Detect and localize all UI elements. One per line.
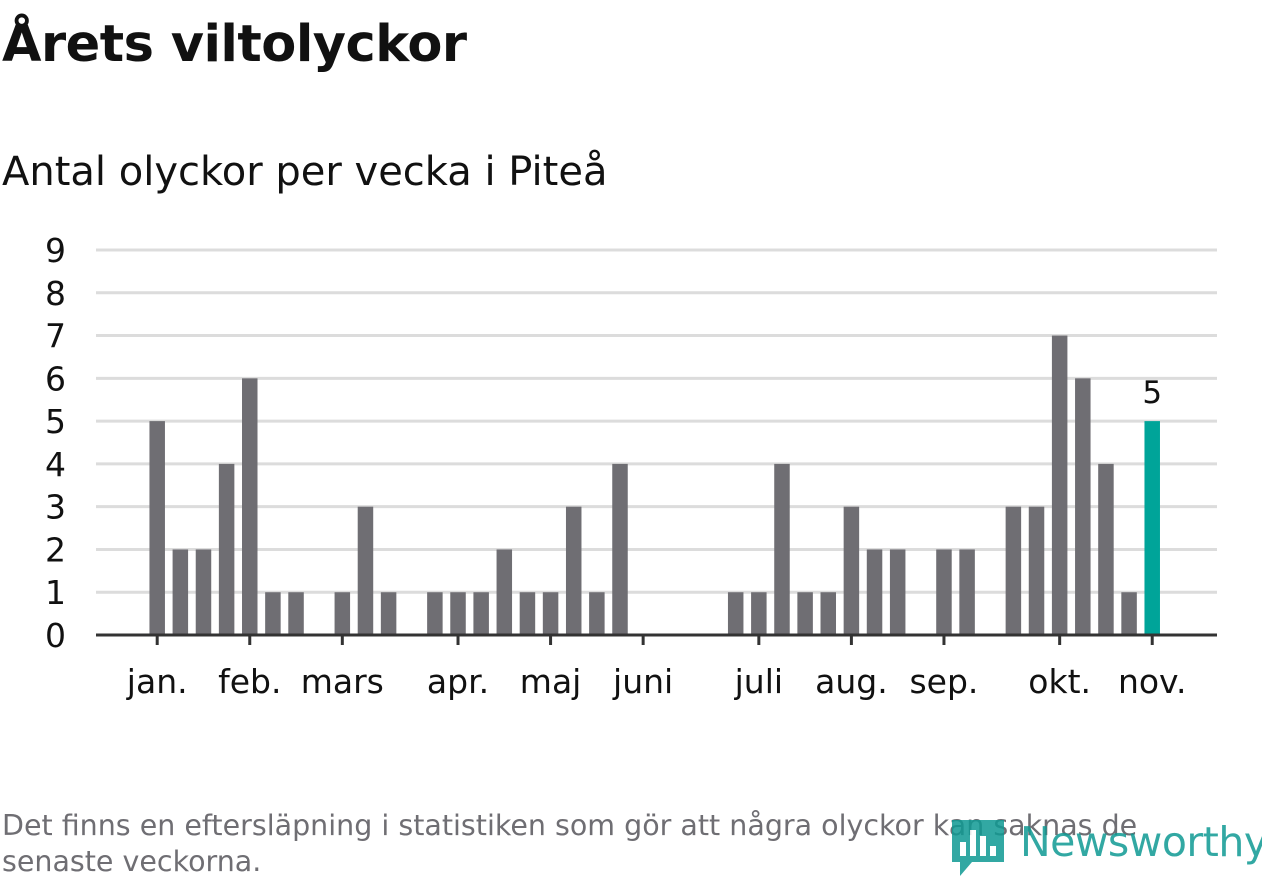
bar xyxy=(149,421,165,635)
bar xyxy=(843,506,860,635)
bar xyxy=(450,592,466,635)
bar xyxy=(727,592,744,635)
bar xyxy=(1051,335,1068,635)
bars xyxy=(149,335,1160,635)
bar xyxy=(195,549,212,635)
bar xyxy=(866,549,883,635)
bar xyxy=(1075,378,1091,635)
y-tick-label: 1 xyxy=(45,573,66,612)
y-tick-label: 8 xyxy=(45,274,66,313)
bar xyxy=(1028,506,1045,635)
bar-value-label: 5 xyxy=(1142,375,1162,411)
bar xyxy=(936,549,952,635)
bar xyxy=(473,592,489,635)
newsworthy-logo-icon xyxy=(952,820,1004,876)
bar xyxy=(357,506,374,635)
y-tick-label: 3 xyxy=(45,488,66,527)
bar xyxy=(820,592,837,635)
grid-lines xyxy=(96,248,1217,594)
y-tick-label: 0 xyxy=(45,616,66,655)
x-tick-label: sep. xyxy=(909,662,978,701)
bar xyxy=(242,378,258,635)
bar xyxy=(797,592,813,635)
x-tick-label: apr. xyxy=(427,662,489,701)
bar xyxy=(288,592,304,635)
newsworthy-logo: Newsworthy xyxy=(950,812,1262,878)
y-tick-label: 5 xyxy=(45,402,66,441)
bar xyxy=(612,463,628,635)
bar xyxy=(1121,592,1137,635)
bar xyxy=(751,592,767,635)
bar xyxy=(774,463,790,635)
bar xyxy=(565,506,582,635)
x-tick-label: nov. xyxy=(1118,662,1187,701)
y-tick-label: 4 xyxy=(45,445,66,484)
y-tick-label: 2 xyxy=(45,530,66,569)
bar xyxy=(218,463,235,635)
data-labels: 5 xyxy=(1142,375,1162,411)
bar xyxy=(172,549,189,635)
bar xyxy=(334,592,351,635)
bar xyxy=(519,592,536,635)
y-tick-label: 6 xyxy=(45,359,66,398)
bar xyxy=(427,592,443,635)
x-tick-label: feb. xyxy=(218,662,281,701)
x-tick-label: maj xyxy=(520,662,582,701)
x-tick-label: juli xyxy=(734,662,783,701)
x-tick-label: juni xyxy=(612,662,673,701)
chart-title: Årets viltolyckor xyxy=(2,15,467,74)
newsworthy-logo-text: Newsworthy xyxy=(1020,818,1262,866)
bar xyxy=(542,592,559,635)
footnote: Det finns en eftersläpning i statistiken… xyxy=(2,809,1138,878)
bar xyxy=(589,592,605,635)
bar-highlight xyxy=(1144,421,1160,635)
x-axis-month-labels: jan. feb. mars apr. maj juni juli aug. sep. okt. n… xyxy=(126,662,1187,701)
x-tick-label: mars xyxy=(301,662,384,701)
y-tick-label: 7 xyxy=(45,317,66,356)
bar xyxy=(380,592,397,635)
bar xyxy=(265,592,281,635)
chart-subtitle: Antal olyckor per vecka i Piteå xyxy=(2,149,608,195)
x-tick-label: aug. xyxy=(815,662,888,701)
bar xyxy=(1005,506,1022,635)
x-tick-label: okt. xyxy=(1028,662,1091,701)
bar xyxy=(1098,463,1114,635)
bar xyxy=(889,549,906,635)
y-tick-label: 9 xyxy=(45,231,66,270)
x-tick-label: jan. xyxy=(126,662,188,701)
x-axis xyxy=(96,633,1217,645)
bar xyxy=(496,549,513,635)
bar xyxy=(959,549,975,635)
